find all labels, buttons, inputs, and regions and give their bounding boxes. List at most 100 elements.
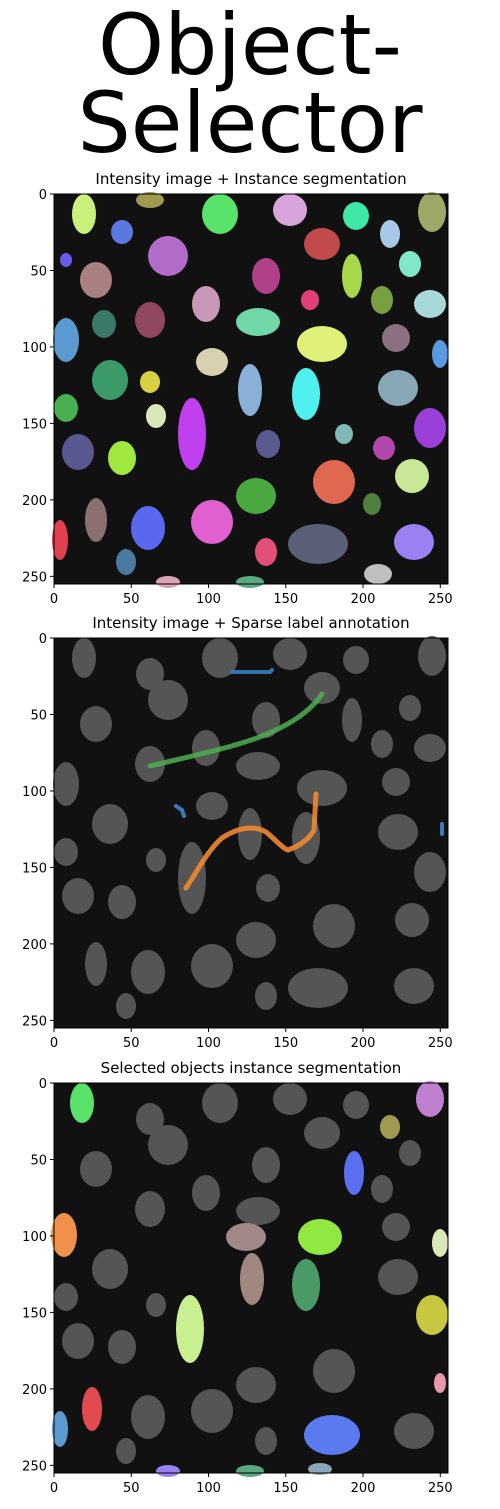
segment — [85, 498, 107, 542]
selected-segment — [240, 1253, 264, 1305]
x-tick-label: 150 — [273, 1036, 298, 1051]
selected-segment — [82, 1387, 102, 1431]
y-tick-label: 200 — [22, 494, 47, 509]
x-tick-label: 150 — [273, 1481, 298, 1496]
nucleus — [414, 852, 446, 892]
selected-segment — [432, 1229, 448, 1257]
nucleus — [191, 944, 233, 988]
segment — [343, 202, 369, 230]
annotation-stroke-blue-top — [232, 670, 272, 672]
nucleus — [202, 1083, 238, 1123]
segment — [192, 286, 220, 322]
nucleus — [255, 1427, 277, 1455]
y-tick-label: 100 — [22, 341, 47, 356]
segment — [432, 340, 448, 368]
segment — [363, 493, 381, 515]
nucleus — [256, 874, 280, 902]
y-tick-label: 250 — [22, 570, 47, 585]
nucleus — [62, 878, 94, 914]
x-tick-label: 100 — [196, 1036, 221, 1051]
nucleus — [131, 1395, 165, 1439]
nucleus — [382, 1213, 410, 1241]
segment — [255, 538, 277, 566]
panel-1-plot: 0 50 100 150 200 250 050100150200250 — [0, 190, 500, 620]
nucleus — [297, 770, 347, 806]
panel-2-plot: 0 50 100 150 200 250 050100150200250 — [0, 634, 500, 1064]
nucleus — [414, 734, 446, 762]
y-tick-label: 200 — [22, 938, 47, 953]
y-tick-label: 250 — [22, 1014, 47, 1029]
segment — [273, 194, 307, 226]
y-tick-label: 100 — [22, 1230, 47, 1245]
segment — [92, 310, 116, 338]
segment — [373, 436, 395, 460]
selected-segment — [344, 1151, 364, 1195]
y-tick-label: 50 — [30, 264, 47, 279]
segment — [131, 506, 165, 550]
nucleus — [80, 706, 112, 742]
nucleus — [378, 814, 418, 850]
nucleus — [116, 993, 136, 1019]
x-tick-label: 100 — [196, 592, 221, 607]
segment — [371, 286, 393, 314]
segment — [292, 368, 320, 420]
segment — [116, 549, 136, 575]
segment — [288, 524, 348, 564]
nucleus — [236, 922, 276, 958]
panel-2-y-axis: 050100150200250 — [22, 632, 54, 1029]
segment — [92, 360, 128, 400]
selected-segment — [70, 1083, 94, 1123]
segment — [418, 192, 446, 232]
nucleus — [395, 903, 429, 937]
selected-segment — [416, 1081, 444, 1117]
x-tick-label: 200 — [351, 592, 376, 607]
segment — [62, 434, 94, 470]
segment — [111, 220, 133, 244]
panel-1-y-axis: 050100150200250 — [22, 188, 54, 585]
nucleus — [72, 638, 96, 678]
segment — [108, 441, 136, 475]
selected-segment — [298, 1219, 342, 1255]
x-tick-label: 0 — [50, 592, 58, 607]
panel-3-title: Selected objects instance segmentation — [54, 1059, 448, 1077]
nucleus — [343, 646, 369, 674]
segment — [178, 398, 206, 470]
selected-segment — [176, 1295, 204, 1363]
segment — [60, 253, 72, 267]
nucleus — [135, 1191, 165, 1227]
selected-segment — [304, 1415, 360, 1455]
y-tick-label: 150 — [22, 1306, 47, 1321]
panel-3-y-axis: 0 50 100 150 200 250 — [22, 1077, 54, 1474]
x-tick-label: 250 — [428, 1481, 453, 1496]
panel-2-title: Intensity image + Sparse label annotatio… — [54, 614, 448, 632]
figure-title-line-2: Selector — [0, 78, 500, 168]
nucleus — [378, 1259, 418, 1295]
segment — [395, 459, 429, 493]
segment — [335, 424, 353, 444]
selected-segment — [292, 1259, 320, 1311]
segment — [191, 500, 233, 544]
segment — [414, 290, 446, 318]
nucleus — [148, 1125, 188, 1165]
segment — [297, 326, 347, 362]
y-tick-label: 150 — [22, 417, 47, 432]
segment — [148, 236, 188, 276]
x-tick-label: 100 — [196, 1481, 221, 1496]
nucleus — [236, 1367, 276, 1403]
x-tick-label: 0 — [50, 1481, 58, 1496]
nucleus — [108, 1330, 136, 1364]
nucleus — [273, 638, 307, 670]
segment — [202, 194, 238, 234]
nucleus — [304, 672, 340, 704]
segment — [382, 324, 410, 352]
nucleus — [394, 1413, 434, 1449]
segment — [236, 308, 280, 336]
x-tick-label: 50 — [123, 592, 140, 607]
nucleus — [54, 838, 78, 866]
y-tick-label: 150 — [22, 861, 47, 876]
nucleus — [273, 1083, 307, 1115]
nucleus — [313, 904, 355, 948]
x-tick-label: 150 — [273, 592, 298, 607]
nucleus — [399, 1140, 421, 1166]
x-tick-label: 50 — [123, 1481, 140, 1496]
